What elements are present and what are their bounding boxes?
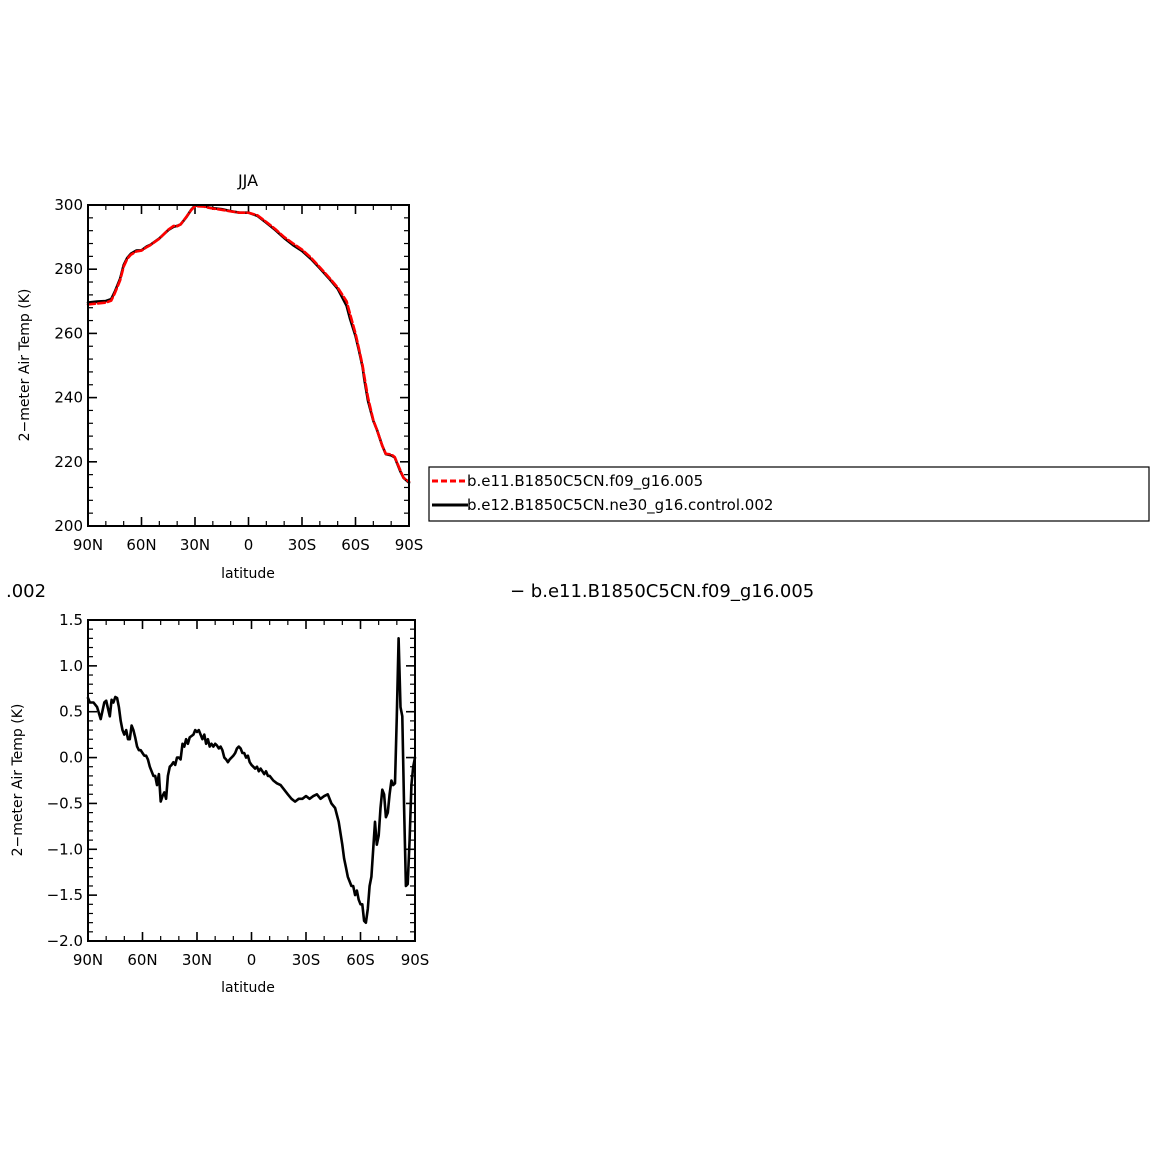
- y-tick-label: 280: [54, 260, 83, 278]
- x-tick-label: 30N: [180, 536, 210, 554]
- x-tick-label: 30N: [182, 951, 212, 969]
- y-tick-label: 260: [54, 324, 83, 342]
- x-tick-label: 30S: [292, 951, 321, 969]
- y-tick-label: 1.0: [59, 657, 83, 675]
- difference-panel: 2−meter Air Temp (K) latitude 90N 60N 30N 0…: [10, 611, 429, 996]
- x-tick-label: 90N: [73, 951, 103, 969]
- x-tick-label: 60S: [341, 536, 370, 554]
- y-tick-label: −0.5: [47, 794, 83, 812]
- y-tick-label: 220: [54, 453, 83, 471]
- tick-group: [87, 619, 416, 942]
- y-tick-label: −1.5: [47, 886, 83, 904]
- plot-frame: [87, 204, 410, 527]
- x-tick-label: 90N: [73, 536, 103, 554]
- series-layer: [86, 636, 417, 925]
- x-tick-label: 60S: [346, 951, 375, 969]
- y-tick-label: −2.0: [47, 932, 83, 950]
- legend-entry-label: b.e11.B1850C5CN.f09_g16.005: [467, 472, 703, 491]
- y-axis-label: 2−meter Air Temp (K): [10, 704, 26, 857]
- x-axis-label: latitude: [221, 566, 275, 582]
- x-tick-label: 90S: [401, 951, 430, 969]
- series-line-black: [86, 204, 411, 485]
- x-axis-label: latitude: [221, 980, 275, 996]
- y-tick-label: 300: [54, 196, 83, 214]
- y-tick-label: 0.0: [59, 749, 83, 767]
- tick-group: [87, 204, 410, 527]
- series-line-red: [86, 205, 411, 484]
- series-line-black: [86, 636, 417, 925]
- y-tick-label: 240: [54, 389, 83, 407]
- tick-label-group: 90N 60N 30N 0 30S 60S 90S 200 220 240 260 280 300: [54, 196, 423, 554]
- x-tick-label: 90S: [395, 536, 424, 554]
- series-layer: [86, 204, 411, 485]
- y-tick-label: 200: [54, 517, 83, 535]
- y-tick-label: −1.0: [47, 840, 83, 858]
- legend-entry-label: b.e12.B1850C5CN.ne30_g16.control.002: [467, 496, 773, 515]
- tick-label-group: 90N 60N 30N 0 30S 60S 90S −2.0 −1.5 −1.0 −0.5 0.0 0.…: [47, 611, 430, 969]
- panel-title: JJA: [237, 171, 258, 190]
- difference-title-right: − b.e11.B1850C5CN.f09_g16.005: [510, 581, 814, 602]
- x-tick-label: 0: [247, 951, 257, 969]
- x-tick-label: 0: [244, 536, 254, 554]
- y-axis-label: 2−meter Air Temp (K): [17, 289, 33, 442]
- y-tick-label: 1.5: [59, 611, 83, 629]
- y-tick-label: 0.5: [59, 703, 83, 721]
- legend-box: [428, 466, 1150, 522]
- mean-temperature-panel: JJA 2−meter Air Temp (K) latitude 90N 60N…: [17, 171, 423, 582]
- legend: b.e11.B1850C5CN.f09_g16.005 b.e12.B1850C…: [428, 466, 1150, 522]
- plot-frame: [87, 619, 416, 942]
- difference-title-left: .002: [6, 581, 46, 602]
- x-tick-label: 30S: [288, 536, 317, 554]
- x-tick-label: 60N: [127, 951, 157, 969]
- x-tick-label: 60N: [126, 536, 156, 554]
